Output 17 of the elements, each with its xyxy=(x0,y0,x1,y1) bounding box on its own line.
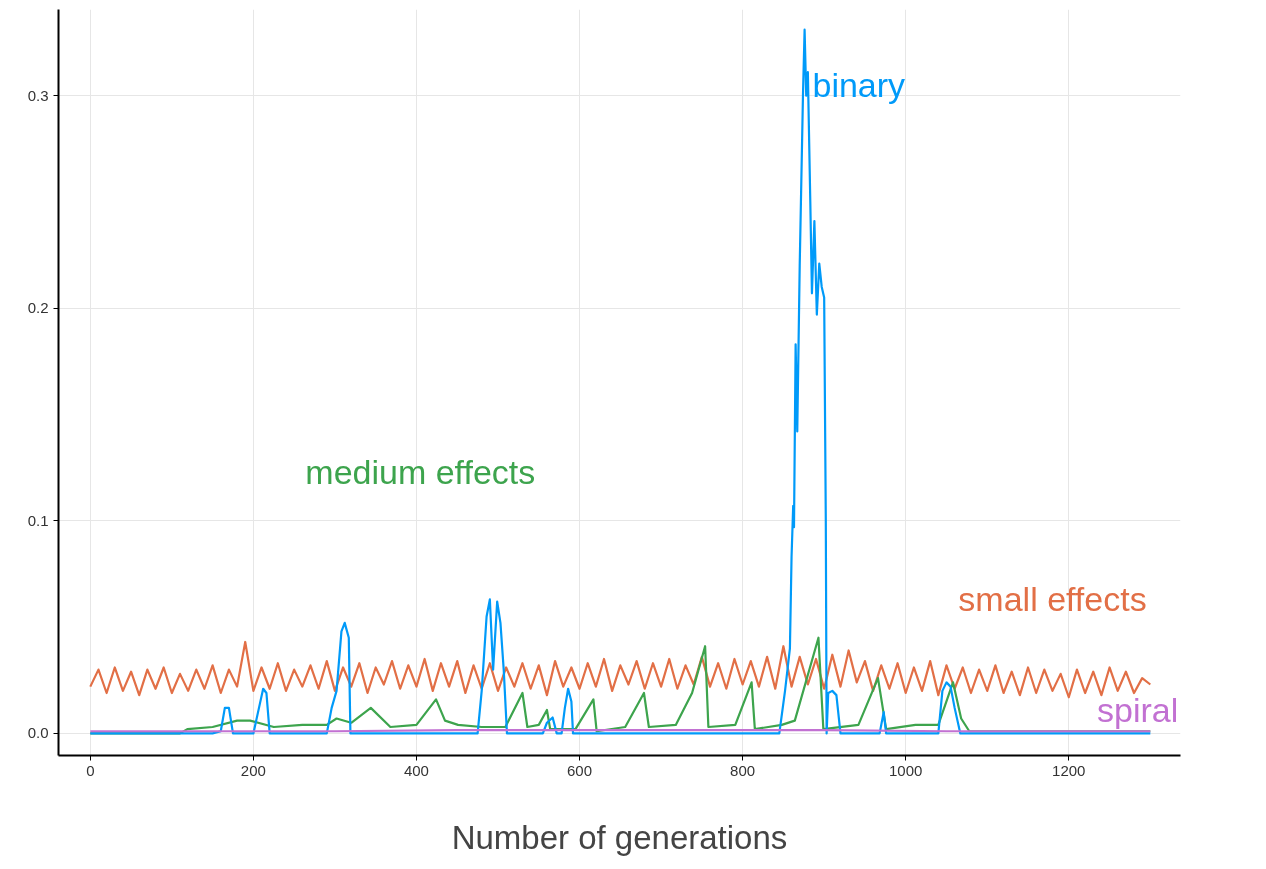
x-tick-label: 1000 xyxy=(889,761,923,779)
x-tick-label: 0 xyxy=(86,761,95,779)
series-label: small effects xyxy=(958,580,1147,619)
series-label: spiral xyxy=(1097,690,1179,729)
x-tick-label: 400 xyxy=(403,761,429,779)
x-axis-title: Number of generations xyxy=(451,818,788,856)
y-tick-label: 0.3 xyxy=(27,86,49,104)
x-tick-label: 1200 xyxy=(1052,761,1086,779)
y-tick-label: 0.1 xyxy=(27,511,49,529)
x-tick-label: 800 xyxy=(730,761,756,779)
line-series xyxy=(89,640,1152,699)
series-label: binary xyxy=(812,66,906,105)
x-tick-label: 200 xyxy=(240,761,266,779)
x-tick-label: 600 xyxy=(567,761,593,779)
y-tick-label: 0.2 xyxy=(27,299,49,317)
y-tick-label: 0.0 xyxy=(27,724,49,742)
text: medium effects xyxy=(305,452,536,491)
